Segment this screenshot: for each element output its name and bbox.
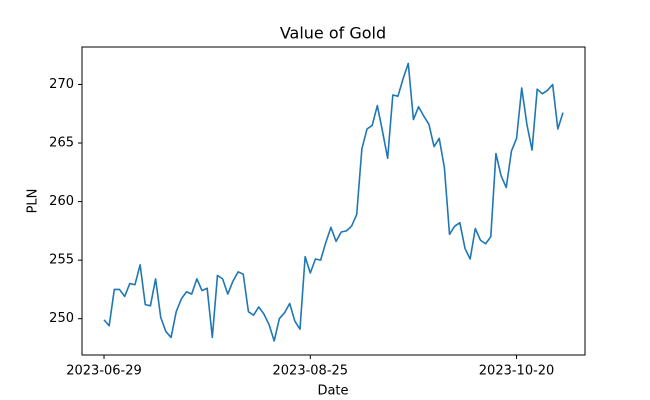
y-tick-label: 270 — [49, 77, 74, 92]
x-axis-label: Date — [317, 384, 348, 399]
y-tick-label: 255 — [49, 253, 74, 268]
data-line — [103, 62, 564, 342]
chart-title: Value of Gold — [280, 24, 386, 43]
y-axis-label: PLN — [26, 189, 41, 214]
x-tick-label: 2023-10-20 — [479, 364, 555, 379]
y-tick-label: 250 — [49, 311, 74, 326]
x-tick-label: 2023-08-25 — [273, 364, 349, 379]
plot-frame — [81, 46, 586, 356]
y-tick-label: 260 — [49, 194, 74, 209]
x-tick-label: 2023-06-29 — [66, 364, 142, 379]
y-tick-label: 265 — [49, 136, 74, 151]
